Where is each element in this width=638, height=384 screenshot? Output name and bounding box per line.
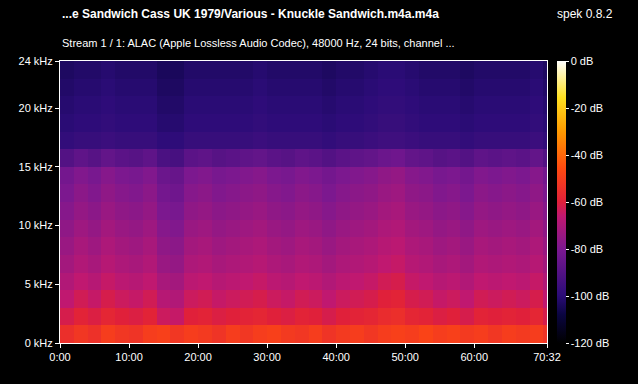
svg-text:10 kHz: 10 kHz [19,219,53,231]
svg-text:spek 0.8.2: spek 0.8.2 [557,7,613,21]
svg-text:-80 dB: -80 dB [571,243,603,255]
svg-text:70:32: 70:32 [533,351,561,363]
svg-text:...e Sandwich Cass UK 1979/Var: ...e Sandwich Cass UK 1979/Various - Knu… [62,7,439,21]
svg-text:-100 dB: -100 dB [571,290,610,302]
svg-text:30:00: 30:00 [253,351,281,363]
svg-text:0 dB: 0 dB [571,55,594,67]
svg-text:-120 dB: -120 dB [571,337,610,349]
svg-text:0:00: 0:00 [49,351,70,363]
svg-text:15 kHz: 15 kHz [19,161,53,173]
svg-text:60:00: 60:00 [461,351,489,363]
svg-text:Stream 1 / 1: ALAC (Apple Loss: Stream 1 / 1: ALAC (Apple Lossless Audio… [62,37,455,49]
svg-text:-40 dB: -40 dB [571,149,603,161]
svg-text:40:00: 40:00 [322,351,350,363]
svg-text:20:00: 20:00 [184,351,212,363]
svg-text:10:00: 10:00 [115,351,143,363]
svg-text:5 kHz: 5 kHz [25,278,53,290]
svg-text:24 kHz: 24 kHz [19,55,53,67]
svg-text:50:00: 50:00 [391,351,419,363]
svg-text:20 kHz: 20 kHz [19,102,53,114]
svg-text:-60 dB: -60 dB [571,196,603,208]
svg-text:0 kHz: 0 kHz [25,337,53,349]
svg-text:-20 dB: -20 dB [571,102,603,114]
